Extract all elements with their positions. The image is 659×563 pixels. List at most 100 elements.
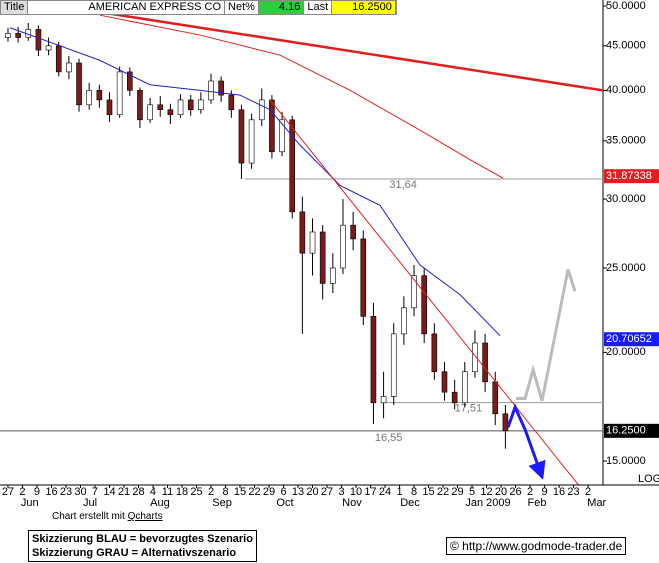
level-label: 31,64	[389, 179, 417, 191]
header: Title AMERICAN EXPRESS CO Net% 4.16 Last…	[0, 0, 397, 15]
symbol: AMERICAN EXPRESS CO	[28, 1, 226, 14]
candle-body	[96, 90, 103, 101]
y-tick-label: 45.0000	[606, 40, 646, 52]
x-tick-label: 12	[480, 486, 492, 498]
x-tick-label: 16	[45, 486, 57, 498]
candle-body	[451, 391, 458, 404]
candle-body	[319, 231, 326, 284]
x-tick-label: 16	[553, 486, 565, 498]
credit: Chart erstellt mit Qcharts	[52, 511, 163, 522]
price-tag-label: 31.87338	[606, 170, 652, 182]
overlay-line	[99, 14, 504, 179]
month-label: Feb	[528, 497, 547, 509]
x-tick-label: 13	[292, 486, 304, 498]
candle-body	[137, 90, 143, 121]
source[interactable]: © http://www.godmode-trader.de	[446, 537, 627, 555]
candle-body	[15, 33, 21, 38]
x-tick-label: 11	[162, 486, 173, 498]
y-tick-label: 15.0000	[606, 455, 646, 467]
candle-body	[258, 99, 265, 121]
x-tick-label: 5	[469, 486, 475, 498]
candle-body	[330, 267, 336, 284]
x-tick-label: 29	[451, 486, 463, 498]
price-tag-label: 16.2500	[606, 425, 646, 437]
tab[interactable]: Title	[1, 1, 29, 14]
y-tick-label: 50.0000	[606, 0, 646, 12]
overlay-line	[99, 10, 604, 92]
price-tag	[604, 423, 659, 438]
x-tick-label: 2	[208, 486, 214, 498]
candle-body	[502, 413, 509, 432]
x-tick-label: 14	[103, 486, 115, 498]
legend-box: Skizzierung BLAU = bevorzugtes Szenario …	[28, 530, 257, 562]
overlay-line	[506, 403, 546, 480]
x-tick-label: 17	[364, 486, 376, 498]
last-value: 16.2500	[332, 1, 396, 14]
candle-body	[441, 371, 448, 393]
level-label: 17,51	[455, 403, 483, 415]
candle-body	[228, 94, 235, 111]
scale-label: LOG	[638, 473, 659, 485]
x-tick-label: 23	[60, 486, 72, 498]
last-label: Last	[304, 1, 333, 14]
candle-body	[492, 381, 499, 415]
x-tick-label: 8	[411, 486, 417, 498]
month-label: Sep	[212, 497, 232, 509]
x-tick-label: 24	[379, 486, 391, 498]
credit-text: Chart erstellt mit	[52, 511, 128, 522]
candle-body	[106, 99, 113, 116]
y-tick-label: 20.0000	[606, 346, 646, 358]
candle-body	[360, 238, 367, 317]
y-tick-label: 30.0000	[606, 193, 646, 205]
x-tick-label: 21	[118, 486, 130, 498]
x-tick-label: 3	[338, 486, 344, 498]
month-label: Dec	[400, 497, 420, 509]
x-tick-label: 2	[527, 486, 533, 498]
net-value: 4.16	[258, 1, 305, 14]
month-label: Nov	[342, 497, 362, 509]
y-tick-label: 40.0000	[606, 84, 646, 96]
month-label: Jan 2009	[465, 497, 510, 509]
x-tick-label: 22	[437, 486, 449, 498]
candle-body	[157, 104, 164, 111]
candle-body	[482, 342, 488, 383]
x-tick-label: 15	[422, 486, 434, 498]
x-tick-label: 30	[74, 486, 86, 498]
x-tick-label: 15	[234, 486, 246, 498]
candle-body	[421, 275, 427, 335]
candle-body	[390, 333, 397, 397]
credit-link[interactable]: Qcharts	[127, 511, 163, 522]
candle-body	[86, 90, 92, 106]
y-tick-label: 35.0000	[606, 135, 646, 147]
month-label: Jul	[83, 497, 97, 509]
candle-body	[35, 29, 42, 51]
legend-gray: Skizzierung GRAU = Alternativszenario	[32, 547, 237, 559]
candle-body	[248, 119, 255, 164]
x-tick-label: 20	[306, 486, 318, 498]
x-tick-label: 4	[150, 486, 156, 498]
overlay-line	[515, 269, 577, 402]
x-tick-label: 20	[495, 486, 507, 498]
x-tick-label: 26	[509, 486, 521, 498]
net-label: Net%	[225, 1, 259, 14]
candle-body	[299, 211, 306, 254]
overlay-line	[269, 99, 579, 485]
candle-body	[401, 307, 407, 335]
candle-body	[370, 316, 377, 404]
x-tick-label: 28	[132, 486, 144, 498]
candle-body	[187, 99, 194, 111]
x-tick-label: 23	[567, 486, 579, 498]
candle-body	[116, 71, 123, 116]
candle-body	[167, 109, 174, 116]
candle-body	[411, 275, 417, 309]
month-label: Oct	[276, 497, 293, 509]
candle-body	[269, 99, 275, 153]
candle-body	[380, 396, 387, 404]
x-tick-label: 27	[321, 486, 333, 498]
candle-body	[177, 99, 184, 116]
price-tag	[604, 332, 659, 347]
candle-body	[55, 45, 62, 73]
candle-body	[45, 45, 52, 51]
